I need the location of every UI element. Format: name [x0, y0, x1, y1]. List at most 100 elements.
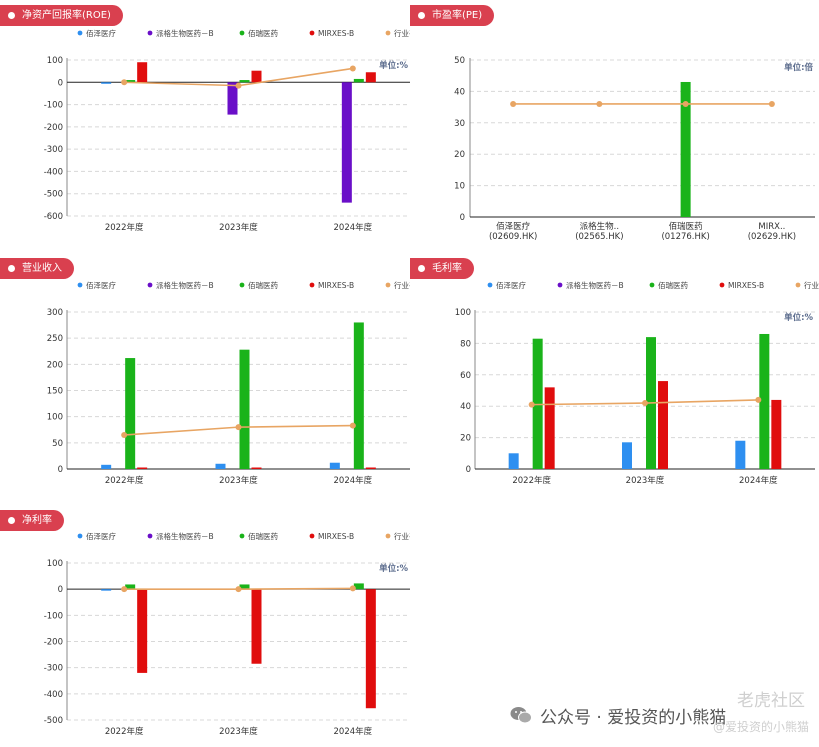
- x-tick-label: (02609.HK): [489, 232, 537, 242]
- pe-title-pill: 市盈率(PE): [410, 5, 495, 26]
- average-point: [349, 422, 356, 429]
- y-tick-label: 0: [466, 465, 471, 475]
- y-tick-label: -400: [44, 167, 63, 177]
- legend-label: MIRXES-B: [728, 281, 764, 290]
- legend-label: 派格生物医药－B: [156, 280, 214, 290]
- x-tick-label: 2023年度: [219, 475, 258, 486]
- y-tick-label: 50: [52, 439, 63, 449]
- netmargin-panel: 净利率 佰泽医疗 派格生物医药－B 佰瑞医药 MIRXES-B 行业平均 100 0 -100…: [0, 510, 410, 747]
- y-tick-label: 80: [460, 339, 471, 349]
- legend-marker: [77, 30, 83, 36]
- legend-label: 佰瑞医药: [248, 28, 278, 38]
- legend-marker: [385, 30, 391, 36]
- bar: [239, 80, 250, 83]
- legend-label: MIRXES-B: [318, 532, 354, 541]
- roe-title: 净资产回报率(ROE): [22, 10, 111, 21]
- bar: [544, 387, 555, 469]
- bar: [353, 583, 364, 590]
- bar: [137, 589, 148, 673]
- x-tick-label: 佰瑞医药: [669, 221, 703, 232]
- legend-label: 佰瑞医药: [248, 280, 278, 290]
- bar: [101, 82, 112, 84]
- y-tick-label: 40: [454, 87, 465, 97]
- revenue-chart: 佰泽医疗 派格生物医药－B 佰瑞医药 MIRXES-B 行业平均 300 250 200 150…: [47, 280, 410, 486]
- gross-panel: 毛利率 佰泽医疗 派格生物医药－B 佰瑞医药 MIRXES-B 行业平均 100 80 60 4…: [410, 258, 819, 493]
- legend-label: 行业平均: [804, 280, 819, 290]
- y-tick-label: 20: [454, 150, 465, 160]
- average-point: [121, 586, 128, 593]
- legend-marker: [147, 282, 153, 288]
- bar: [215, 463, 226, 469]
- y-tick-label: -100: [44, 101, 63, 111]
- pe-panel: 市盈率(PE) 50 40 30 20 10 0 单位:倍 佰泽医疗 (02609.HK) 派格生…: [410, 5, 819, 245]
- average-point: [510, 100, 517, 107]
- bar: [329, 462, 340, 469]
- revenue-title-pill: 营业收入: [0, 258, 74, 279]
- y-tick-label: -500: [44, 190, 63, 200]
- y-tick-label: -200: [44, 123, 63, 133]
- y-tick-label: 100: [455, 308, 471, 318]
- x-tick-label: 2024年度: [334, 222, 373, 233]
- legend-label: 佰泽医疗: [86, 28, 116, 38]
- watermark-logo: 老虎社区: [737, 691, 805, 711]
- roe-chart: 佰泽医疗 派格生物医药－B 佰瑞医药 MIRXES-B 行业平均 100 0 -100 -200…: [44, 28, 410, 233]
- legend-marker: [385, 282, 391, 288]
- y-tick-label: 40: [460, 402, 471, 412]
- legend-label: 行业平均: [394, 531, 410, 541]
- x-tick-label: MIRX..: [758, 222, 785, 232]
- legend-marker: [309, 282, 315, 288]
- y-tick-label: 150: [47, 387, 63, 397]
- revenue-title: 营业收入: [22, 263, 62, 274]
- footer: 公众号 · 爱投资的小熊猫: [510, 700, 810, 730]
- netmargin-title-pill: 净利率: [0, 510, 64, 531]
- watermark-sub: @爱投资的小熊猫: [712, 720, 809, 734]
- average-point: [528, 401, 535, 408]
- y-tick-label: 250: [47, 334, 63, 344]
- x-tick-label: 佰泽医疗: [496, 221, 531, 232]
- average-point: [121, 431, 128, 438]
- y-tick-label: 60: [460, 371, 471, 381]
- y-tick-label: -400: [44, 690, 63, 700]
- bar: [251, 589, 262, 664]
- average-point: [755, 396, 762, 403]
- average-point: [121, 79, 128, 86]
- revenue-panel: 营业收入 佰泽医疗 派格生物医药－B 佰瑞医药 MIRXES-B 行业平均 300 250 2…: [0, 258, 410, 493]
- y-tick-label: -300: [44, 145, 63, 155]
- bar: [353, 322, 364, 469]
- bar: [239, 584, 250, 590]
- y-tick-label: 0: [58, 585, 63, 595]
- average-point: [349, 65, 356, 72]
- legend-label: 派格生物医药－B: [566, 280, 624, 290]
- pe-title: 市盈率(PE): [432, 10, 483, 21]
- average-point: [235, 586, 242, 593]
- x-tick-label: 2022年度: [105, 475, 144, 486]
- y-tick-label: 100: [47, 56, 63, 66]
- legend-label: MIRXES-B: [318, 281, 354, 290]
- unit-label: 单位:倍: [784, 62, 813, 73]
- legend-marker: [147, 533, 153, 539]
- bar: [137, 467, 148, 469]
- roe-panel: 净资产回报率(ROE) 佰泽医疗 派格生物医药－B 佰瑞医药 MIRXES-B 行业平均…: [0, 5, 410, 245]
- bar: [227, 82, 238, 115]
- bullet-icon: [418, 12, 425, 19]
- bar: [365, 589, 376, 709]
- legend-marker: [77, 282, 83, 288]
- bar: [365, 72, 376, 83]
- bar: [125, 358, 136, 469]
- legend-marker: [649, 282, 655, 288]
- bar: [508, 453, 519, 469]
- legend-label: 佰泽医疗: [496, 280, 526, 290]
- bar: [353, 78, 364, 83]
- bar: [680, 81, 691, 217]
- x-tick-label: 2023年度: [219, 726, 258, 737]
- legend-marker: [795, 282, 801, 288]
- bar: [759, 333, 770, 469]
- y-tick-label: 100: [47, 413, 63, 423]
- legend-label: 行业平均: [394, 280, 410, 290]
- legend-marker: [239, 533, 245, 539]
- legend-marker: [557, 282, 563, 288]
- unit-label: 单位:%: [379, 60, 408, 71]
- bar: [771, 399, 782, 469]
- legend-label: 派格生物医药－B: [156, 28, 214, 38]
